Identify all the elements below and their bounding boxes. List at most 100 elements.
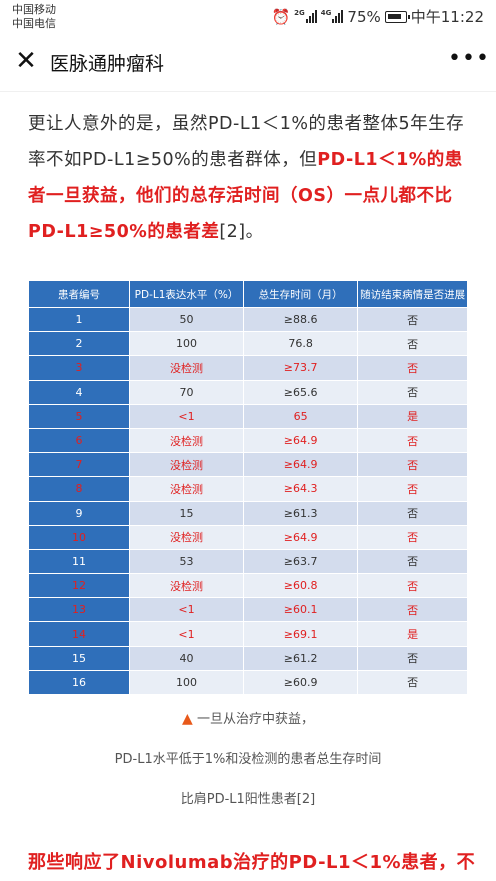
cell-progression: 否: [357, 645, 468, 671]
cell-progression: 否: [357, 669, 468, 696]
cell-patient-id: 8: [28, 476, 130, 502]
net-2-label: 4G: [320, 9, 332, 17]
article-paragraph: 更让人意外的是，虽然PD-L1＜1%的患者整体5年生存率不如PD-L1≥50%的…: [28, 106, 474, 250]
carrier-2: 中国电信: [12, 17, 56, 30]
cell-os: ≥60.8: [243, 573, 359, 599]
cell-os: ≥64.3: [243, 476, 359, 502]
cell-os: ≥61.2: [243, 645, 359, 671]
caption-line-3: 比肩PD-L1阳性患者[2]: [180, 792, 316, 807]
table-row: 3 没检测 ≥73.7 否: [28, 355, 468, 381]
cell-os: ≥65.6: [243, 379, 359, 405]
table-row: 10 没检测 ≥64.9 否: [28, 524, 468, 550]
cell-progression: 是: [357, 403, 468, 429]
cell-os: ≥60.9: [243, 669, 359, 696]
cell-pdl1: 没检测: [128, 573, 245, 599]
cell-os: ≥64.9: [243, 524, 359, 550]
cell-pdl1: 53: [128, 548, 245, 575]
cell-progression: 否: [357, 500, 468, 526]
table-row: 11 53 ≥63.7 否: [28, 548, 468, 575]
cell-os: ≥69.1: [243, 621, 359, 647]
table-row: 13 <1 ≥60.1 否: [28, 597, 468, 623]
caption-line-2: PD-L1水平低于1%和没检测的患者总生存时间: [114, 752, 382, 767]
cell-os: 65: [243, 403, 359, 429]
cell-patient-id: 7: [28, 452, 130, 478]
cell-patient-id: 14: [28, 621, 130, 647]
cell-pdl1: 70: [128, 379, 245, 405]
cell-progression: 否: [357, 452, 468, 478]
cell-os: ≥73.7: [243, 355, 359, 381]
header-os: 总生存时间（月）: [243, 280, 359, 308]
table-row: 2 100 76.8 否: [28, 331, 468, 357]
clock: 中午11:22: [410, 8, 484, 26]
cell-pdl1: <1: [128, 621, 245, 647]
cell-patient-id: 13: [28, 597, 130, 623]
article-text-1: 更让人意外的是，虽然PD-L1＜1%的患者整体5年生存率不如PD-L1≥50%的…: [28, 114, 465, 170]
carrier-info: 中国移动 中国电信: [12, 3, 56, 31]
table-row: 5 <1 65 是: [28, 403, 468, 429]
cell-pdl1: 没检测: [128, 524, 245, 550]
table-row: 12 没检测 ≥60.8 否: [28, 573, 468, 599]
cell-pdl1: <1: [128, 403, 245, 429]
cell-os: ≥88.6: [243, 306, 359, 333]
status-bar: 中国移动 中国电信 ⏰ 2G 4G 75% 中午11:22: [0, 0, 496, 34]
cell-patient-id: 4: [28, 379, 130, 405]
cell-patient-id: 2: [28, 331, 130, 357]
header-progression: 随访结束病情是否进展: [357, 280, 468, 308]
signal-2g-icon: 2G: [294, 10, 317, 23]
cell-pdl1: 100: [128, 331, 245, 357]
status-icons: ⏰ 2G 4G 75% 中午11:22: [271, 6, 484, 27]
cell-progression: 否: [357, 476, 468, 502]
cell-progression: 否: [357, 427, 468, 454]
cell-progression: 否: [357, 548, 468, 575]
more-icon[interactable]: •••: [448, 46, 490, 71]
cell-progression: 否: [357, 306, 468, 333]
table-header-row: 患者编号 PD-L1表达水平（%） 总生存时间（月） 随访结束病情是否进展: [28, 280, 468, 308]
table-row: 4 70 ≥65.6 否: [28, 379, 468, 405]
cell-progression: 否: [357, 524, 468, 550]
article-highlight: PD-L1＜1%的患者一旦获益，他们的总存活时间（OS）一点儿都不比PD-L1≥…: [28, 150, 463, 242]
cell-patient-id: 9: [28, 500, 130, 526]
cell-patient-id: 16: [28, 669, 130, 696]
table-row: 7 没检测 ≥64.9 否: [28, 452, 468, 478]
cell-os: ≥61.3: [243, 500, 359, 526]
battery-icon: [384, 10, 410, 23]
alarm-icon: ⏰: [271, 7, 291, 26]
cell-pdl1: <1: [128, 597, 245, 623]
cell-patient-id: 5: [28, 403, 130, 429]
cell-pdl1: 没检测: [128, 476, 245, 502]
cell-pdl1: 没检测: [128, 355, 245, 381]
table-row: 8 没检测 ≥64.3 否: [28, 476, 468, 502]
close-icon[interactable]: ✕: [15, 46, 37, 76]
cell-progression: 是: [357, 621, 468, 647]
cell-pdl1: 40: [128, 645, 245, 671]
cell-os: ≥64.9: [243, 427, 359, 454]
cell-progression: 否: [357, 331, 468, 357]
cell-pdl1: 15: [128, 500, 245, 526]
cell-patient-id: 6: [28, 427, 130, 454]
cell-patient-id: 3: [28, 355, 130, 381]
carrier-1: 中国移动: [12, 3, 56, 16]
cell-patient-id: 11: [28, 548, 130, 575]
cell-patient-id: 12: [28, 573, 130, 599]
net-1-label: 2G: [294, 9, 305, 17]
cell-os: ≥63.7: [243, 548, 359, 575]
article-text-2: [2]。: [219, 222, 264, 242]
cell-progression: 否: [357, 597, 468, 623]
triangle-icon: ▲: [182, 711, 193, 727]
table-body: 1 50 ≥88.6 否 2 100 76.8 否 3 没检测 ≥73.7 否 4 70 ≥65.6 否 5 <1…: [28, 306, 468, 696]
header-patient-id: 患者编号: [28, 280, 130, 308]
cell-progression: 否: [357, 379, 468, 405]
cell-pdl1: 没检测: [128, 427, 245, 454]
table-row: 9 15 ≥61.3 否: [28, 500, 468, 526]
cell-progression: 否: [357, 573, 468, 599]
nav-title: 医脉通肿瘤科: [50, 53, 165, 75]
table-row: 6 没检测 ≥64.9 否: [28, 427, 468, 454]
cell-patient-id: 15: [28, 645, 130, 671]
table-row: 14 <1 ≥69.1 是: [28, 621, 468, 647]
table-row: 16 100 ≥60.9 否: [28, 669, 468, 696]
cell-progression: 否: [357, 355, 468, 381]
table-row: 15 40 ≥61.2 否: [28, 645, 468, 671]
cell-pdl1: 没检测: [128, 452, 245, 478]
table-row: 1 50 ≥88.6 否: [28, 306, 468, 333]
